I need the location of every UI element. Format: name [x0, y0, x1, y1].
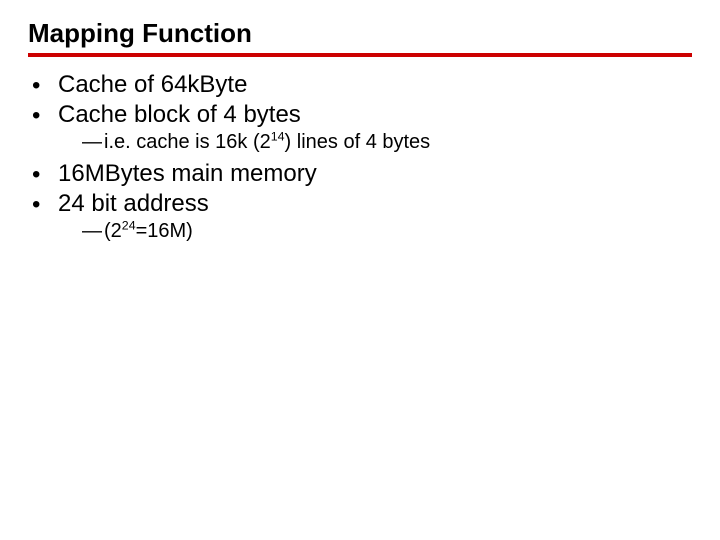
sub-item: — i.e. cache is 16k (214) lines of 4 byt…: [82, 131, 692, 154]
bullet-text: 24 bit address: [58, 190, 209, 217]
slide: Mapping Function • Cache of 64kByte • Ca…: [0, 0, 720, 540]
bullet-glyph: •: [32, 102, 40, 130]
superscript: 14: [271, 129, 285, 143]
bullet-item: • Cache block of 4 bytes — i.e. cache is…: [32, 101, 692, 154]
sub-text-pre: (2: [104, 220, 122, 242]
sub-text: i.e. cache is 16k (214) lines of 4 bytes: [104, 131, 430, 153]
dash-glyph: —: [82, 220, 102, 243]
superscript: 24: [122, 218, 136, 232]
title-underline: [28, 53, 692, 57]
dash-glyph: —: [82, 131, 102, 154]
bullet-text: Cache of 64kByte: [58, 71, 247, 98]
bullet-item: • 16MBytes main memory: [32, 160, 692, 188]
bullet-list: • Cache of 64kByte • Cache block of 4 by…: [32, 71, 692, 243]
sub-list: — i.e. cache is 16k (214) lines of 4 byt…: [82, 131, 692, 154]
bullet-item: • 24 bit address — (224=16M): [32, 190, 692, 243]
sub-item: — (224=16M): [82, 220, 692, 243]
bullet-glyph: •: [32, 72, 40, 100]
sub-text-pre: i.e. cache is 16k (2: [104, 131, 271, 153]
bullet-text: 16MBytes main memory: [58, 160, 317, 187]
bullet-text: Cache block of 4 bytes: [58, 101, 301, 128]
sub-text: (224=16M): [104, 220, 193, 242]
bullet-item: • Cache of 64kByte: [32, 71, 692, 99]
bullet-glyph: •: [32, 191, 40, 219]
slide-title: Mapping Function: [28, 18, 692, 49]
slide-body: • Cache of 64kByte • Cache block of 4 by…: [28, 71, 692, 243]
sub-list: — (224=16M): [82, 220, 692, 243]
sub-text-post: =16M): [136, 220, 193, 242]
sub-text-post: ) lines of 4 bytes: [285, 131, 431, 153]
bullet-glyph: •: [32, 161, 40, 189]
